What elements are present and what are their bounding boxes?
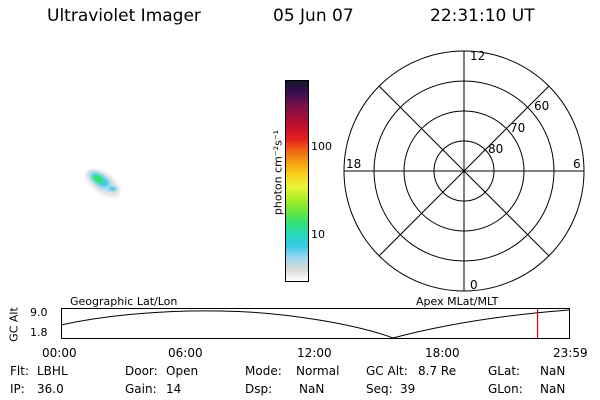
seq-label: Seq:: [366, 382, 393, 396]
x-tick-2359: 23:59: [553, 346, 588, 360]
gain-value: 14: [166, 382, 182, 396]
colorbar-tick-10: 10: [311, 228, 325, 241]
glon-label: GLon:: [488, 382, 523, 396]
geographic-image: [85, 168, 121, 198]
colorbar-gradient: [285, 80, 309, 282]
mlt-label-12: 12: [470, 49, 485, 63]
glon-value: NaN: [540, 382, 566, 396]
x-tick-00: 00:00: [42, 346, 77, 360]
lat-label-80: 80: [488, 142, 503, 156]
y-tick-1-8: 1.8: [30, 326, 48, 339]
time-label: 22:31:10 UT: [430, 6, 535, 26]
mode-label: Mode:: [245, 364, 282, 378]
apex-title: Apex MLat/MLT: [416, 295, 499, 308]
altitude-curve: [61, 309, 570, 339]
ip-label: IP:: [10, 382, 25, 396]
altitude-timeline: [61, 308, 570, 339]
instrument-title: Ultraviolet Imager: [47, 6, 201, 26]
mlt-label-6: 6: [573, 157, 581, 171]
gc-alt-axis-label: GC Alt: [7, 307, 21, 342]
ip-value: 36.0: [37, 382, 64, 396]
x-tick-18: 18:00: [425, 346, 460, 360]
glat-label: GLat:: [488, 364, 521, 378]
dsp-label: Dsp:: [245, 382, 273, 396]
polar-plot: 12 0 18 6 60 70 80: [343, 49, 585, 292]
glat-value: NaN: [540, 364, 566, 378]
colorbar-tick-100: 100: [311, 140, 332, 153]
lat-label-60: 60: [534, 99, 549, 113]
mlt-label-0: 0: [470, 278, 478, 292]
date-label: 05 Jun 07: [273, 6, 354, 26]
dsp-value: NaN: [299, 382, 325, 396]
seq-value: 39: [400, 382, 416, 396]
door-label: Door:: [125, 364, 158, 378]
x-tick-12: 12:00: [297, 346, 332, 360]
polar-diagonal-2: [378, 85, 550, 257]
gc-alt-value: 8.7 Re: [418, 364, 457, 378]
mlt-label-18: 18: [346, 157, 361, 171]
colorbar: 100 10 photon cm⁻²s⁻¹: [263, 78, 332, 283]
gc-alt-label: GC Alt:: [366, 364, 408, 378]
timeline-frame: [61, 308, 570, 339]
gain-label: Gain:: [125, 382, 157, 396]
colorbar-label: photon cm⁻²s⁻¹: [271, 129, 285, 216]
aurora-blob: [85, 168, 121, 198]
x-tick-06: 06:00: [168, 346, 203, 360]
lat-label-70: 70: [510, 121, 525, 135]
door-value: Open: [166, 364, 199, 378]
filter-label: Flt:: [10, 364, 29, 378]
mode-value: Normal: [296, 364, 340, 378]
geographic-title: Geographic Lat/Lon: [70, 295, 178, 308]
filter-value: LBHL: [37, 364, 68, 378]
y-tick-9: 9.0: [30, 306, 48, 319]
